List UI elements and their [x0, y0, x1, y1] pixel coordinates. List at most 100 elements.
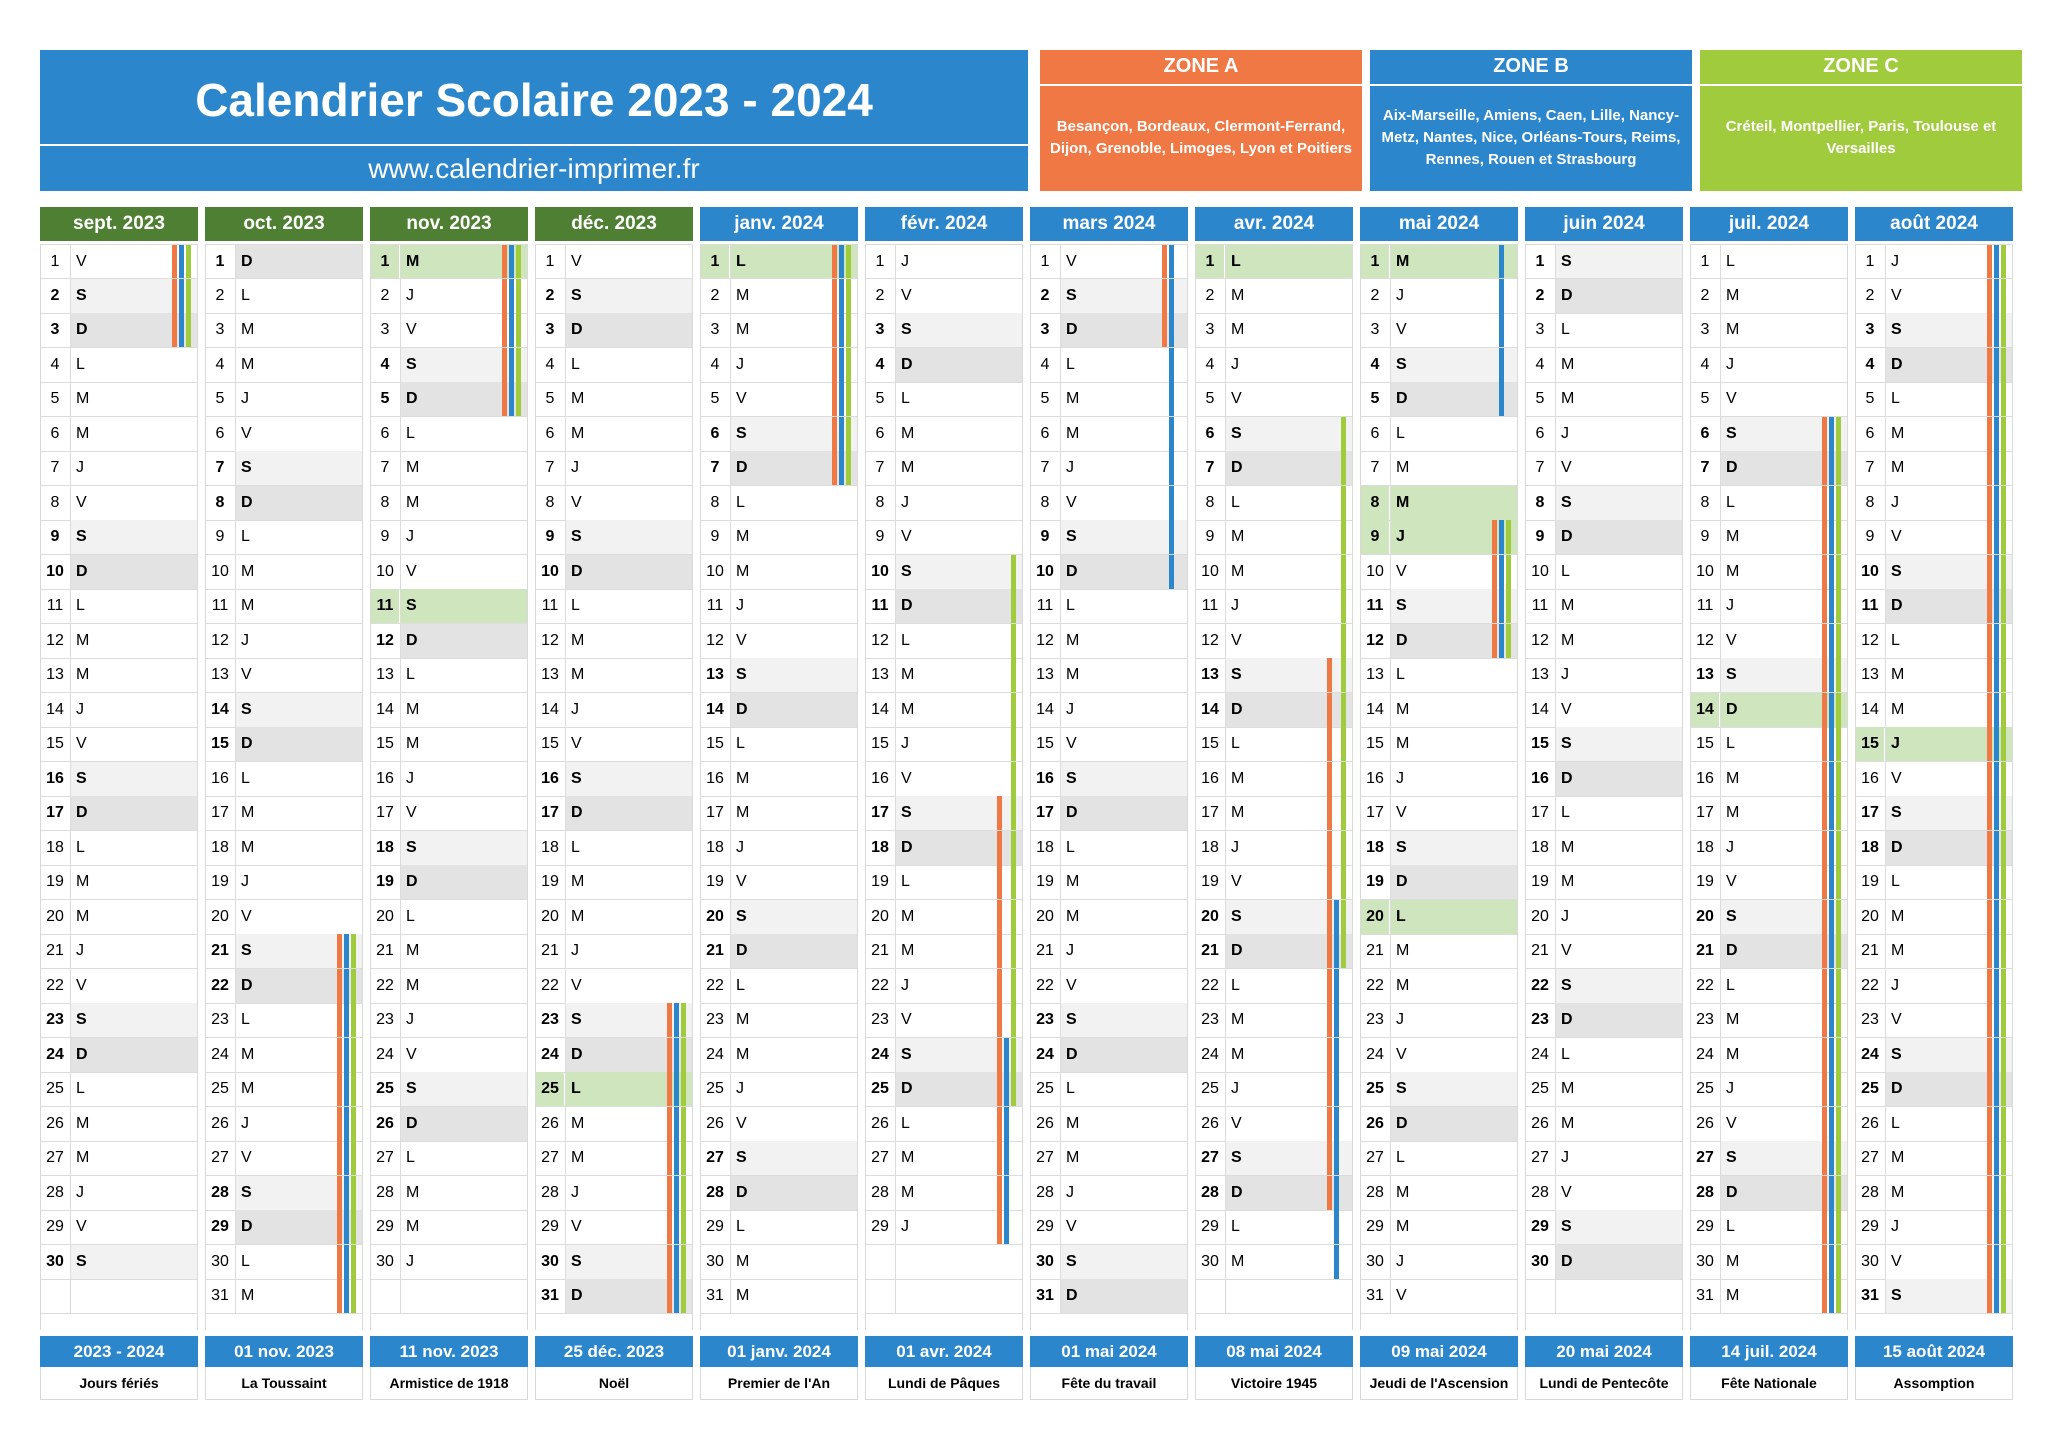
day-row: 21 V [1526, 934, 1682, 969]
day-number: 13 [1201, 666, 1219, 683]
vacation-bar-zone-c [1836, 692, 1841, 727]
cell-divider [1885, 1106, 1886, 1141]
weekday-letter: M [1561, 1114, 1575, 1132]
day-number: 26 [706, 1114, 724, 1132]
day-row: 10 L [1526, 554, 1682, 590]
weekday-letter: J [241, 390, 249, 407]
vacation-bar-zone-a [1987, 934, 1992, 968]
vacation-bar-zone-a [1822, 451, 1827, 485]
cell-divider [1390, 1072, 1391, 1106]
day-row: 23 J [371, 1003, 527, 1038]
cell-divider [1060, 1175, 1061, 1210]
day-row: 14 S [206, 692, 362, 728]
website-link[interactable]: www.calendrier-imprimer.fr [368, 153, 700, 184]
cell-divider [1060, 727, 1061, 761]
day-row: 16 J [371, 761, 527, 797]
cell-divider [1555, 416, 1556, 451]
day-row [371, 1279, 527, 1314]
weekday-letter: L [1231, 735, 1240, 752]
cell-divider [895, 313, 896, 347]
holiday-item: 2023 - 2024 Jours fériés [40, 1336, 198, 1400]
vacation-bar-zone-a [1987, 278, 1992, 313]
day-number: 2 [1040, 286, 1050, 304]
vacation-bar-zone-b [1829, 1106, 1834, 1141]
day-number: 8 [380, 493, 390, 511]
cell-divider [730, 830, 731, 865]
day-number: 28 [1201, 1183, 1219, 1201]
cell-divider [1555, 313, 1556, 347]
day-row [41, 1279, 197, 1314]
cell-divider [730, 1003, 731, 1037]
weekday-letter: S [76, 1252, 87, 1270]
weekday-letter: D [1891, 355, 1903, 373]
day-number: 27 [706, 1149, 724, 1166]
day-fill [1226, 658, 1352, 692]
day-number: 7 [1370, 459, 1380, 476]
weekday-letter: M [1066, 907, 1080, 925]
weekday-letter: J [571, 942, 579, 959]
vacation-bar-zone-c [1506, 589, 1511, 623]
day-row: 10 M [1196, 554, 1352, 590]
day-row: 13 S [1691, 658, 1847, 693]
vacation-bar-zone-a [1822, 1003, 1827, 1037]
vacation-bar-zone-c [2001, 865, 2006, 899]
vacation-bar-zone-b [1499, 278, 1504, 313]
cell-divider [730, 1279, 731, 1313]
weekday-letter: V [1231, 390, 1242, 407]
weekday-letter: L [1726, 1218, 1735, 1235]
vacation-bar-zone-b [1334, 1141, 1339, 1175]
day-number: 31 [706, 1287, 724, 1304]
weekday-letter: L [1396, 424, 1405, 442]
vacation-bar-zone-a [997, 934, 1002, 968]
weekday-letter: J [901, 493, 909, 511]
day-number: 18 [1036, 838, 1054, 856]
weekday-letter: M [241, 321, 255, 338]
weekday-letter: D [1231, 459, 1243, 476]
day-number: 6 [1205, 424, 1215, 442]
vacation-bar-zone-b [839, 451, 844, 485]
cell-divider [70, 727, 71, 761]
cell-divider [1060, 1141, 1061, 1175]
weekday-letter: L [241, 1011, 250, 1028]
holiday-name: Assomption [1855, 1367, 2013, 1400]
vacation-bar-zone-b [179, 313, 184, 347]
cell-divider [1225, 934, 1226, 968]
day-number: 20 [1201, 907, 1219, 925]
vacation-bar-zone-a [997, 1141, 1002, 1175]
weekday-letter: M [1231, 1011, 1245, 1028]
day-row: 21 D [1691, 934, 1847, 969]
vacation-bar-zone-b [1994, 589, 1999, 623]
vacation-bar-zone-a [1822, 968, 1827, 1003]
vacation-bar-zone-b [1334, 968, 1339, 1003]
day-number: 9 [875, 528, 885, 545]
day-number: 16 [706, 769, 724, 787]
day-number: 15 [1201, 735, 1219, 752]
day-row: 23 M [1691, 1003, 1847, 1038]
weekday-letter: M [1561, 1080, 1575, 1097]
vacation-bar-zone-b [1829, 623, 1834, 658]
cell-divider [730, 1210, 731, 1244]
vacation-bar-zone-a [1822, 658, 1827, 692]
day-number: 3 [1370, 321, 1380, 338]
weekday-letter: S [1066, 286, 1077, 304]
vacation-bar-zone-a [1822, 1072, 1827, 1106]
day-number: 28 [706, 1183, 724, 1201]
day-number: 26 [1696, 1114, 1714, 1132]
vacation-bar-zone-a [1822, 899, 1827, 934]
weekday-letter: M [901, 907, 915, 925]
cell-divider [1225, 382, 1226, 416]
cell-divider [1060, 796, 1061, 830]
day-row: 24 D [536, 1037, 692, 1073]
weekday-letter: M [571, 907, 585, 925]
weekday-letter: S [1561, 493, 1572, 511]
vacation-bar-zone-b [1004, 1037, 1009, 1072]
day-fill [1556, 1003, 1682, 1037]
day-number: 15 [1856, 727, 1884, 761]
